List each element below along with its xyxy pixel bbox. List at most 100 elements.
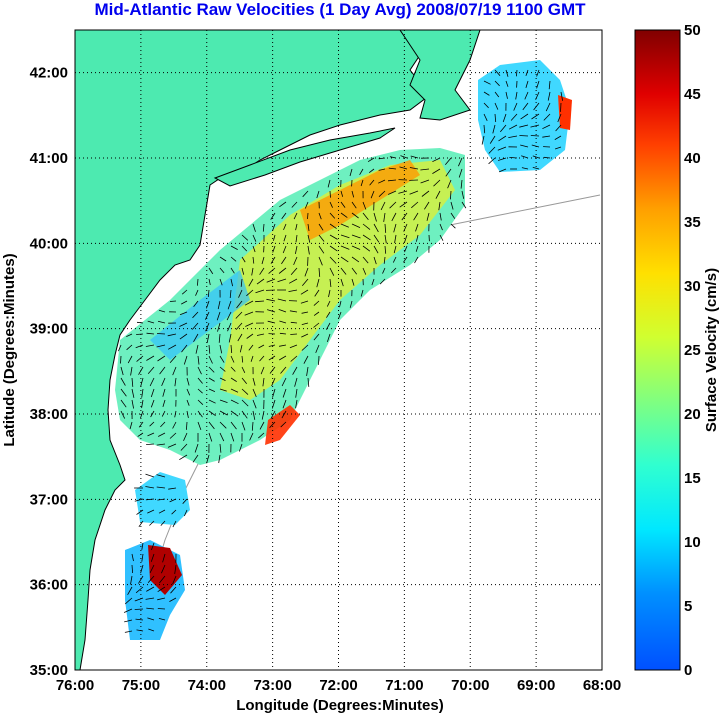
velocity-arrow [439,223,443,231]
velocity-arrow [208,267,214,275]
velocity-arrow [268,344,276,347]
velocity-arrow [339,300,342,308]
velocity-arrow [392,256,397,263]
velocity-arrow [373,245,379,254]
velocity-arrow [172,575,177,585]
velocity-arrow [410,155,419,159]
velocity-arrow [329,245,338,252]
velocity-arrow [140,377,144,387]
velocity-arrow [134,608,144,610]
velocity-arrow [148,628,155,632]
land-mainland [75,30,431,670]
velocity-field-ri [478,60,570,172]
velocity-arrow [532,167,540,170]
longitude-tick: 74:00 [188,677,226,694]
velocity-arrow [147,617,155,621]
velocity-arrow [502,113,507,123]
velocity-arrow [307,223,310,231]
velocity-arrow [174,377,177,387]
velocity-arrow [300,300,309,304]
velocity-arrow [292,366,298,375]
velocity-arrow [349,168,353,177]
velocity-arrow [362,212,369,220]
velocity-arrow [306,366,309,376]
velocity-field-ri-hotspot [558,95,572,130]
velocity-arrow [272,223,276,231]
velocity-arrow [488,146,496,154]
velocity-arrow [290,355,298,362]
velocity-arrow [318,234,325,242]
velocity-arrow [179,311,188,316]
velocity-arrow [120,377,126,386]
velocity-arrow [150,388,155,398]
velocity-arrow [219,388,227,392]
velocity-arrow [393,223,397,233]
velocity-arrow [281,377,287,387]
velocity-arrow [373,256,377,265]
velocity-arrow [208,432,213,442]
velocity-arrow [219,267,225,274]
velocity-arrow [194,443,199,453]
velocity-arrow [131,564,133,574]
velocity-arrow [208,410,216,417]
velocity-arrow [181,300,188,305]
velocity-arrow [314,289,320,297]
velocity-arrow [149,377,155,387]
velocity-arrow [157,355,166,362]
velocity-arrow [130,575,133,585]
velocity-arrow [351,212,359,219]
velocity-arrow [167,443,177,448]
velocity-arrow [127,355,133,364]
velocity-arrow [129,421,133,430]
velocity-arrow [340,212,348,218]
velocity-arrow [271,377,276,387]
velocity-arrow [197,278,199,286]
velocity-arrow [542,135,551,138]
velocity-arrow [450,223,456,229]
velocity-arrow [241,256,246,263]
velocity-arrow [530,124,540,128]
velocity-arrow [259,421,265,430]
velocity-arrow [169,355,177,364]
velocity-arrow [290,321,298,324]
velocity-arrow [127,586,133,595]
velocity-arrow [270,256,276,264]
velocity-arrow [236,300,243,309]
velocity-arrow [156,344,166,348]
velocity-arrow [158,509,166,514]
velocity-arrow [137,432,144,437]
velocity-arrow [186,421,188,430]
velocity-arrow [230,366,236,372]
colorbar-tick: 25 [684,342,701,359]
velocity-arrow [124,597,133,605]
velocity-arrow [230,245,238,250]
velocity-arrow [360,179,364,187]
velocity-arrow [278,267,287,274]
velocity-arrow [554,146,562,150]
velocity-arrow [362,267,367,275]
velocity-arrow [560,102,562,112]
land-cape-cod [399,30,481,121]
velocity-arrow [304,201,309,209]
velocity-arrow [159,575,166,584]
velocity-arrow [362,256,369,264]
velocity-arrow [252,223,256,232]
velocity-arrow [433,179,441,187]
velocity-arrow [219,355,225,363]
velocity-arrow [230,399,239,405]
velocity-arrow [301,322,309,325]
velocity-arrow [130,366,133,376]
velocity-vectors [118,69,563,633]
velocity-arrow [252,377,256,386]
map-title: Mid-Atlantic Raw Velocities (1 Day Avg) … [94,0,586,19]
velocity-arrow [244,300,254,306]
velocity-arrow [167,333,177,337]
colorbar [634,29,681,671]
velocity-arrow [219,377,226,381]
velocity-arrow [267,320,276,324]
velocity-arrow [150,553,155,562]
velocity-arrow [255,289,265,294]
velocity-arrow [255,300,265,303]
velocity-arrow [246,333,254,339]
